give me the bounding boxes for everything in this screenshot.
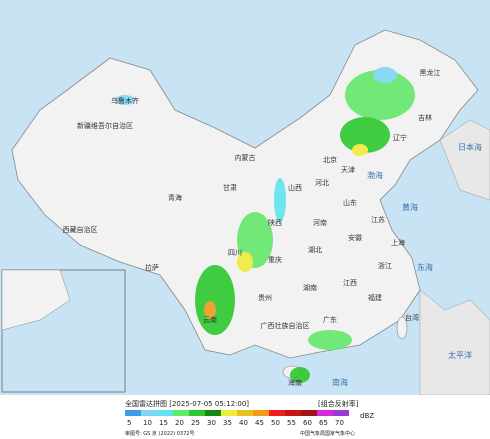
region-label: 安徽 <box>348 233 362 242</box>
legend: 5 10 15 20 25 30 35 40 45 50 55 60 65 70 <box>125 410 349 427</box>
legend-label: 20 <box>175 419 184 427</box>
legend-swatch <box>141 410 157 416</box>
region-label: 海南 <box>288 378 302 387</box>
legend-label: 60 <box>303 419 312 427</box>
sea-label: 黄海 <box>402 202 418 212</box>
legend-swatch <box>237 410 253 416</box>
sea-label: 东海 <box>417 262 433 272</box>
legend-swatch <box>125 410 141 416</box>
legend-label: 40 <box>239 419 248 427</box>
region-label: 江苏 <box>371 215 385 224</box>
region-label: 山东 <box>343 198 357 207</box>
legend-swatch <box>189 410 205 416</box>
region-label: 福建 <box>368 293 382 302</box>
legend-label: 55 <box>287 419 296 427</box>
map-labels: 新疆维吾尔自治区 西藏自治区 青海 内蒙古 黑龙江 吉林 辽宁 北京 天津 河北… <box>63 68 483 387</box>
region-label: 陕西 <box>268 218 282 227</box>
legend-label: 30 <box>207 419 216 427</box>
product-name: [组合反射率] <box>318 399 359 408</box>
sea-label: 太平洋 <box>448 350 472 360</box>
legend-swatch <box>285 410 301 416</box>
region-label: 广西壮族自治区 <box>261 321 310 330</box>
region-label: 重庆 <box>268 255 282 264</box>
legend-label: 5 <box>127 419 131 427</box>
region-label: 云南 <box>203 315 217 324</box>
sea-label: 日本海 <box>458 142 482 152</box>
agency: 中国气象局国家气象中心 <box>300 430 355 437</box>
legend-label: 25 <box>191 419 200 427</box>
region-label: 广东 <box>323 315 337 324</box>
approval-number: 审图号: GS 京 (2022) 0372号 <box>125 430 194 437</box>
legend-swatch <box>173 410 189 416</box>
region-label: 山西 <box>288 183 302 192</box>
legend-swatch <box>221 410 237 416</box>
legend-label: 35 <box>223 419 232 427</box>
region-label: 河南 <box>313 218 327 227</box>
legend-label: 45 <box>255 419 264 427</box>
region-label: 天津 <box>341 166 355 174</box>
region-label: 内蒙古 <box>235 153 256 162</box>
inset-land <box>1 269 71 331</box>
legend-swatch <box>205 410 221 416</box>
map-title: 全国雷达拼图 [2025-07-05 05:12:00] <box>125 399 249 408</box>
region-label: 甘肃 <box>223 183 237 192</box>
taiwan <box>396 316 408 340</box>
region-label: 湖南 <box>303 283 317 292</box>
sea-label: 南海 <box>332 377 348 387</box>
radar-echoes <box>115 67 415 383</box>
legend-swatch <box>253 410 269 416</box>
region-label: 浙江 <box>378 261 392 270</box>
unit: dBZ <box>360 412 374 420</box>
legend-label: 65 <box>319 419 328 427</box>
legend-swatch <box>317 410 333 416</box>
region-label: 黑龙江 <box>420 68 441 77</box>
city-label: 拉萨 <box>145 263 159 272</box>
legend-panel <box>0 395 490 439</box>
legend-label: 50 <box>271 419 280 427</box>
city-label: 乌鲁木齐 <box>111 96 139 105</box>
region-label: 青海 <box>168 193 182 202</box>
region-label: 贵州 <box>258 293 272 302</box>
legend-swatch <box>269 410 285 416</box>
legend-label: 70 <box>335 419 344 427</box>
legend-swatch <box>157 410 173 416</box>
region-label: 河北 <box>315 179 329 187</box>
sea-label: 渤海 <box>367 170 383 180</box>
region-label: 吉林 <box>418 113 432 122</box>
region-label: 湖北 <box>308 245 322 254</box>
region-label: 西藏自治区 <box>63 225 98 234</box>
region-label: 江西 <box>343 279 357 287</box>
region-label: 四川 <box>228 249 242 257</box>
legend-swatch <box>301 410 317 416</box>
region-label: 辽宁 <box>393 133 407 142</box>
region-label: 上海 <box>391 238 405 247</box>
legend-label: 10 <box>143 419 152 427</box>
region-label: 北京 <box>323 155 337 164</box>
legend-label: 15 <box>159 419 168 427</box>
legend-swatch <box>333 410 349 416</box>
region-label: 台湾 <box>405 313 419 322</box>
region-label: 新疆维吾尔自治区 <box>77 121 133 130</box>
